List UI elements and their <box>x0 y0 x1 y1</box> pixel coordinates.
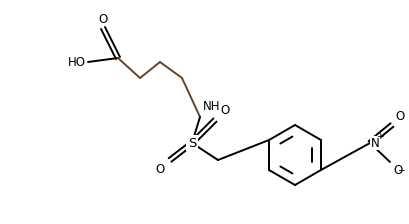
Text: NH: NH <box>203 100 220 113</box>
Text: N: N <box>371 136 380 149</box>
Text: O: O <box>220 104 229 117</box>
Text: S: S <box>188 136 196 149</box>
Text: +: + <box>376 131 384 140</box>
Text: O: O <box>156 163 165 176</box>
Text: O: O <box>99 13 108 26</box>
Text: O: O <box>395 110 404 123</box>
Text: O: O <box>393 164 402 177</box>
Text: −: − <box>397 166 405 174</box>
Text: HO: HO <box>68 56 86 69</box>
